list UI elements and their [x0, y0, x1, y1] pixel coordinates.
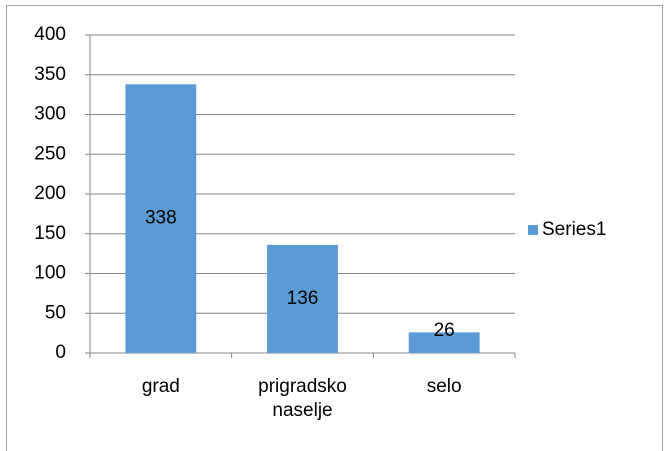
y-tick-label: 50	[45, 302, 66, 323]
legend-swatch	[528, 225, 538, 235]
data-label: 338	[145, 208, 177, 229]
y-tick-label: 150	[34, 223, 66, 244]
data-label: 26	[434, 320, 455, 341]
y-tick-label: 350	[34, 64, 66, 85]
x-tick-label: grad	[141, 376, 180, 397]
y-tick-label: 200	[34, 183, 66, 204]
x-tick-label-box: prigradsko naselje	[258, 376, 347, 421]
y-tick-label: 100	[34, 263, 66, 284]
data-label: 136	[287, 288, 319, 309]
bar	[408, 332, 480, 353]
x-tick-label-box: selo	[426, 376, 462, 397]
y-tick-label: 300	[34, 104, 66, 125]
y-tick-label: 400	[34, 24, 66, 45]
y-tick-label: 0	[55, 342, 66, 363]
y-tick-label: 250	[34, 143, 66, 164]
x-tick-label: prigradsko naselje	[258, 376, 347, 421]
x-tick-label-box: grad	[141, 376, 180, 397]
x-tick-label: selo	[426, 376, 462, 397]
legend-label: Series1	[542, 219, 606, 240]
bar	[267, 244, 338, 353]
bar	[125, 84, 197, 353]
chart-border	[6, 5, 663, 451]
